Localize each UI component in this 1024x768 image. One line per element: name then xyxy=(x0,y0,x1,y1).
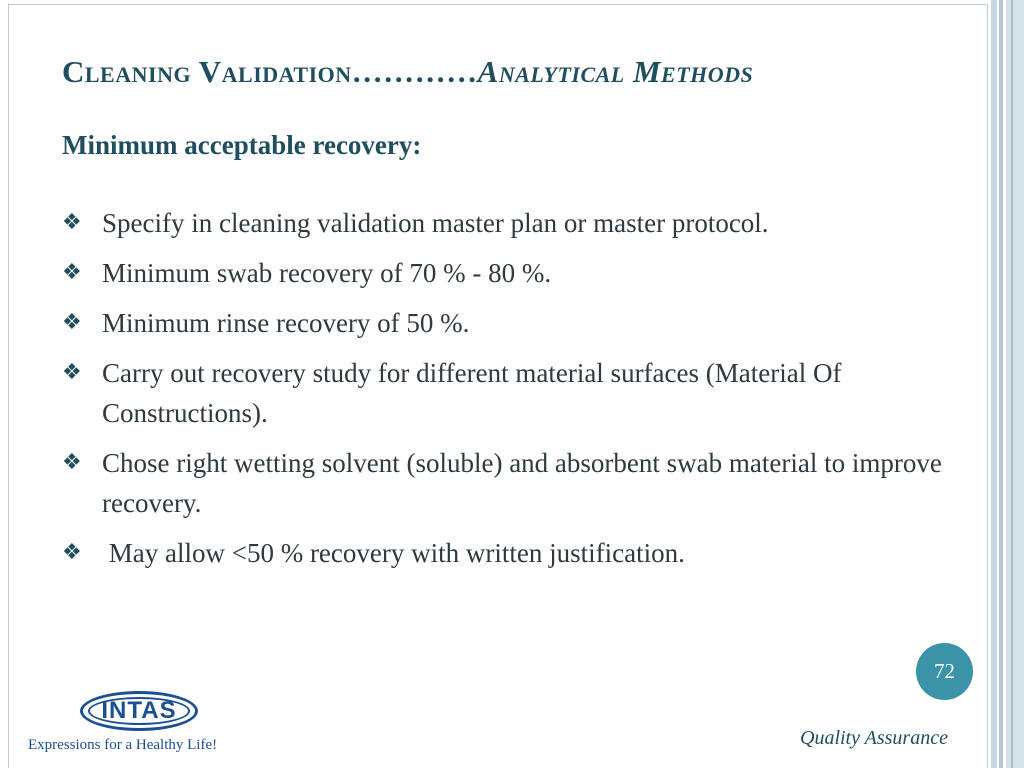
bullet-text: Minimum swab recovery of 70 % - 80 %. xyxy=(102,258,552,288)
frame-right-line xyxy=(987,4,988,768)
diamond-flourish-icon: ❖ xyxy=(62,260,82,285)
bullet-item: ❖ Specify in cleaning validation master … xyxy=(62,203,962,243)
bullet-list: ❖ Specify in cleaning validation master … xyxy=(62,203,962,583)
company-logo: INTAS Expressions for a Healthy Life! xyxy=(28,685,258,760)
slide-title: Cleaning Validation…………Analytical Method… xyxy=(62,54,962,90)
title-sub: Analytical Methods xyxy=(477,54,754,89)
bullet-text: Carry out recovery study for different m… xyxy=(102,358,842,428)
diamond-flourish-icon: ❖ xyxy=(62,540,82,565)
logo-oval: INTAS xyxy=(80,691,198,731)
bullet-text: Chose right wetting solvent (soluble) an… xyxy=(102,448,942,518)
right-border-band xyxy=(1011,0,1013,768)
bullet-text: Minimum rinse recovery of 50 %. xyxy=(102,308,470,338)
diamond-flourish-icon: ❖ xyxy=(62,210,82,235)
bullet-item: ❖ Minimum swab recovery of 70 % - 80 %. xyxy=(62,253,962,293)
bullet-item: ❖ Chose right wetting solvent (soluble) … xyxy=(62,443,962,523)
footer-label: Quality Assurance xyxy=(800,727,948,749)
frame-left-line xyxy=(8,4,9,768)
frame-top-line xyxy=(8,4,988,5)
right-border-band xyxy=(999,0,1003,768)
bullet-item: ❖ May allow <50 % recovery with written … xyxy=(62,533,962,573)
bullet-item: ❖ Minimum rinse recovery of 50 %. xyxy=(62,303,962,343)
page-number: 72 xyxy=(934,659,955,683)
diamond-flourish-icon: ❖ xyxy=(62,360,82,385)
logo-oval-ring xyxy=(88,697,190,725)
bullet-item: ❖ Carry out recovery study for different… xyxy=(62,353,962,433)
title-main: Cleaning Validation xyxy=(62,54,352,89)
diamond-flourish-icon: ❖ xyxy=(62,450,82,475)
slide-subtitle: Minimum acceptable recovery: xyxy=(62,130,422,160)
right-border-band xyxy=(1006,0,1024,768)
diamond-flourish-icon: ❖ xyxy=(62,310,82,335)
bullet-text: May allow <50 % recovery with written ju… xyxy=(102,538,685,568)
logo-tagline: Expressions for a Healthy Life! xyxy=(28,737,218,753)
right-border-band xyxy=(991,0,997,768)
page-number-badge: 72 xyxy=(916,643,973,700)
title-dots: ………… xyxy=(351,54,478,89)
bullet-text: Specify in cleaning validation master pl… xyxy=(102,208,769,238)
